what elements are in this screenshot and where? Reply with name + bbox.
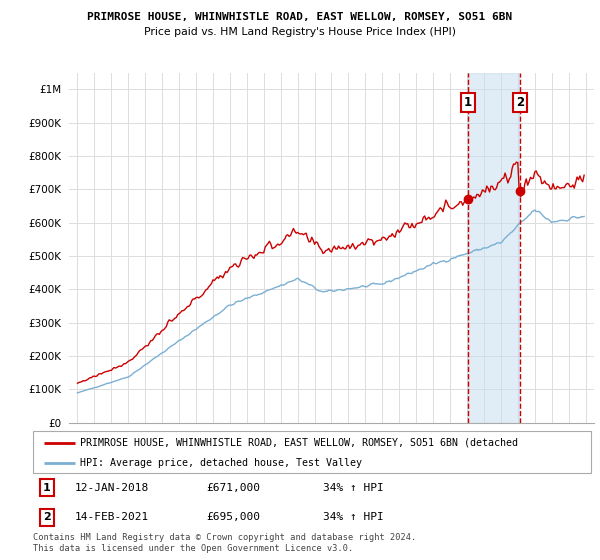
Text: PRIMROSE HOUSE, WHINWHISTLE ROAD, EAST WELLOW, ROMSEY, SO51 6BN: PRIMROSE HOUSE, WHINWHISTLE ROAD, EAST W… — [88, 12, 512, 22]
FancyBboxPatch shape — [33, 431, 591, 473]
Text: 1: 1 — [464, 96, 472, 109]
Text: 2: 2 — [43, 512, 51, 522]
Text: Price paid vs. HM Land Registry's House Price Index (HPI): Price paid vs. HM Land Registry's House … — [144, 27, 456, 37]
Text: PRIMROSE HOUSE, WHINWHISTLE ROAD, EAST WELLOW, ROMSEY, SO51 6BN (detached: PRIMROSE HOUSE, WHINWHISTLE ROAD, EAST W… — [80, 437, 518, 447]
Text: Contains HM Land Registry data © Crown copyright and database right 2024.
This d: Contains HM Land Registry data © Crown c… — [33, 533, 416, 553]
Text: 12-JAN-2018: 12-JAN-2018 — [75, 483, 149, 493]
Text: £695,000: £695,000 — [206, 512, 260, 522]
Text: 1: 1 — [43, 483, 51, 493]
Text: 14-FEB-2021: 14-FEB-2021 — [75, 512, 149, 522]
Text: 34% ↑ HPI: 34% ↑ HPI — [323, 483, 384, 493]
Text: 34% ↑ HPI: 34% ↑ HPI — [323, 512, 384, 522]
Text: HPI: Average price, detached house, Test Valley: HPI: Average price, detached house, Test… — [80, 458, 362, 468]
Text: £671,000: £671,000 — [206, 483, 260, 493]
Text: 2: 2 — [516, 96, 524, 109]
